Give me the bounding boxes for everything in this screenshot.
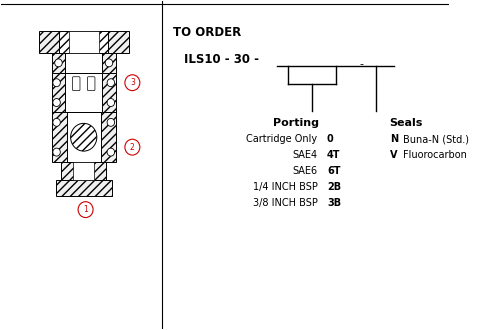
Text: 1: 1 [83,205,88,214]
Text: 1/4 INCH BSP: 1/4 INCH BSP [253,182,317,192]
Text: 3: 3 [130,78,135,87]
Bar [74,162,94,180]
Text: SAE4: SAE4 [293,150,317,160]
Circle shape [53,118,60,126]
Bar [67,113,100,162]
Text: 2B: 2B [327,182,341,192]
Bar [102,53,116,73]
Circle shape [107,148,115,156]
Bar [102,73,116,113]
Bar [61,162,106,180]
Bar [52,53,65,73]
Text: Seals: Seals [390,118,423,128]
Text: 3B: 3B [327,198,341,208]
Bar [69,31,98,53]
Text: Cartridge Only: Cartridge Only [247,134,317,144]
Text: Buna-N (Std.): Buna-N (Std.) [403,134,469,144]
FancyBboxPatch shape [87,77,95,91]
FancyBboxPatch shape [73,77,80,91]
Bar [65,53,102,73]
Text: Porting: Porting [273,118,319,128]
Text: V: V [390,150,397,160]
Text: 6T: 6T [327,166,340,176]
Text: -: - [359,59,364,69]
Text: TO ORDER: TO ORDER [173,26,241,39]
Text: 3/8 INCH BSP: 3/8 INCH BSP [253,198,317,208]
Text: 0: 0 [327,134,334,144]
Circle shape [53,99,60,107]
Bar [55,180,112,196]
Text: ILS10 - 30 -: ILS10 - 30 - [184,53,259,66]
Circle shape [71,123,97,151]
Circle shape [105,59,113,67]
Bar [52,113,116,162]
Bar [59,31,108,53]
Text: Fluorocarbon: Fluorocarbon [403,150,467,160]
Text: SAE6: SAE6 [293,166,317,176]
Text: 4T: 4T [327,150,340,160]
Circle shape [53,148,60,156]
Text: 2: 2 [130,143,135,152]
Bar [52,73,65,113]
Text: N: N [390,134,398,144]
Bar [39,31,129,53]
Circle shape [107,118,115,126]
Circle shape [107,79,115,87]
Circle shape [107,99,115,107]
Circle shape [53,79,60,87]
Bar [65,73,102,113]
Circle shape [54,59,62,67]
